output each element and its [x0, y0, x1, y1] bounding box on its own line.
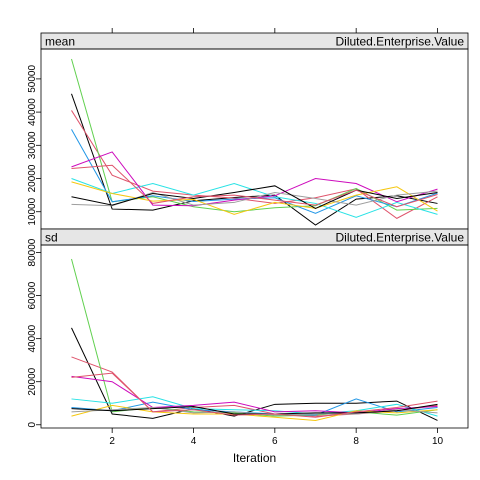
series-line-4	[71, 398, 438, 416]
strip-variable-sd: Diluted.Enterprise.Value	[335, 231, 464, 245]
series-line-9	[71, 185, 438, 209]
y-axis-mean: 10000 20000 30000 40000 50000	[27, 65, 41, 226]
series-line-7	[71, 181, 438, 215]
series-line-2	[71, 110, 438, 219]
y-axis-sd: 0 20000 40000 60000 80000	[27, 238, 41, 428]
y-tick-label: 20000	[27, 367, 38, 395]
y-tick-label: 0	[27, 422, 38, 428]
y-tick-label: 40000	[27, 324, 38, 352]
panel-sd: sd Diluted.Enterprise.Value 0 20000 40000 6…	[27, 228, 469, 429]
strip-variable-mean: Diluted.Enterprise.Value	[335, 35, 464, 49]
series-line-10	[71, 164, 438, 208]
y-tick-label: 40000	[27, 98, 38, 126]
y-tick-label: 60000	[27, 281, 38, 309]
panel-mean: mean Diluted.Enterprise.Value 10000 20000…	[27, 32, 469, 230]
top-axis-ticks	[111, 28, 438, 33]
series-line-9	[71, 403, 438, 415]
series-line-5	[71, 178, 438, 218]
series-layer-sd	[71, 258, 438, 421]
strip-label-mean: mean	[45, 35, 75, 49]
series-line-3	[71, 258, 438, 417]
series-layer-mean	[71, 58, 438, 226]
plot-area-mean	[40, 48, 469, 230]
x-tick-label: 4	[191, 436, 197, 447]
series-line-10	[71, 372, 438, 418]
y-tick-label: 50000	[27, 65, 38, 93]
x-tick-label: 2	[109, 436, 115, 447]
series-line-5	[71, 396, 438, 417]
y-tick-label: 20000	[27, 164, 38, 192]
series-line-1	[71, 93, 438, 226]
y-tick-label: 30000	[27, 131, 38, 159]
plot-area-sd	[40, 244, 469, 429]
y-tick-label: 10000	[27, 197, 38, 225]
y-tick-label: 80000	[27, 238, 38, 266]
series-line-6	[71, 375, 438, 414]
x-tick-label: 6	[272, 436, 278, 447]
x-tick-label: 10	[432, 436, 444, 447]
x-axis-title: Iteration	[233, 451, 276, 465]
x-axis: 2 4 6 8 10	[109, 428, 443, 447]
x-tick-label: 8	[353, 436, 359, 447]
strip-label-sd: sd	[45, 231, 58, 245]
